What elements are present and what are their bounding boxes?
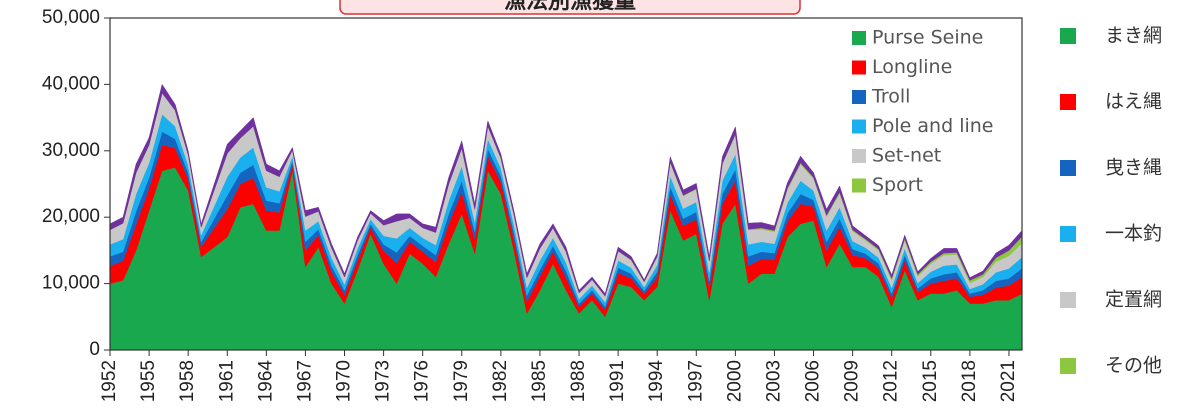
- y-tick-label: 40,000: [42, 73, 100, 94]
- y-tick-label: 50,000: [42, 7, 100, 28]
- legend-label: Purse Seine: [872, 27, 983, 49]
- legend-label-ja: 曳き縄: [1105, 157, 1162, 179]
- y-tick-label: 20,000: [42, 206, 100, 227]
- legend-swatch: [852, 149, 866, 163]
- legend-swatch: [852, 60, 866, 75]
- x-tick-label: 1955: [138, 360, 159, 402]
- legend-swatch: [852, 31, 866, 45]
- x-tick-label: 1961: [216, 360, 237, 402]
- x-tick-label: 2003: [763, 360, 784, 402]
- legend-swatch: [852, 119, 866, 134]
- x-tick-label: 2012: [881, 360, 902, 402]
- legend-swatch: [1060, 160, 1076, 176]
- x-tick-label: 2006: [803, 360, 824, 402]
- legend-label: Longline: [872, 56, 952, 78]
- legend-swatch: [1060, 358, 1076, 374]
- y-tick-label: 30,000: [42, 140, 100, 161]
- legend-swatch: [852, 90, 866, 104]
- legend-swatch: [1060, 292, 1076, 308]
- x-tick-label: 2018: [959, 360, 980, 402]
- x-tick-label: 1979: [451, 360, 472, 402]
- legend-label-ja: 定置網: [1105, 289, 1162, 311]
- x-tick-label: 1952: [99, 360, 120, 402]
- x-tick-label: 1994: [646, 360, 667, 403]
- legend-swatch: [1060, 226, 1076, 242]
- x-tick-label: 1976: [412, 360, 433, 402]
- legend-swatch: [1060, 28, 1076, 44]
- legend-swatch: [852, 178, 866, 193]
- legend-label-ja: その他: [1105, 355, 1162, 377]
- legend-swatch: [1060, 94, 1076, 110]
- x-tick-label: 1997: [685, 360, 706, 402]
- x-tick-label: 1991: [607, 360, 628, 402]
- legend-label-ja: 一本釣: [1105, 223, 1162, 245]
- legend-label-ja: まき網: [1105, 25, 1162, 47]
- x-tick-label: 2009: [842, 360, 863, 402]
- legend-label-ja: はえ縄: [1105, 91, 1162, 113]
- x-tick-label: 2021: [998, 360, 1019, 402]
- x-tick-label: 1973: [373, 360, 394, 402]
- legend-label: Pole and line: [872, 115, 994, 137]
- title-box: [339, 0, 801, 15]
- chart-title: 漁法別漁獲量: [504, 0, 636, 14]
- x-tick-label: 2000: [724, 360, 745, 402]
- y-tick-label: 0: [89, 339, 100, 360]
- x-tick-label: 1958: [177, 360, 198, 402]
- x-tick-label: 1970: [334, 360, 355, 402]
- legend-label: Set-net: [872, 145, 941, 167]
- x-tick-label: 1988: [568, 360, 589, 402]
- y-tick-label: 10,000: [42, 273, 100, 294]
- x-tick-label: 1982: [490, 360, 511, 402]
- x-tick-label: 1985: [529, 360, 550, 402]
- x-tick-label: 2015: [920, 360, 941, 402]
- legend-label: Troll: [871, 86, 910, 108]
- x-tick-label: 1967: [294, 360, 315, 402]
- x-tick-label: 1964: [255, 360, 276, 403]
- legend-label: Sport: [872, 174, 923, 196]
- plot-frame: [109, 17, 1023, 351]
